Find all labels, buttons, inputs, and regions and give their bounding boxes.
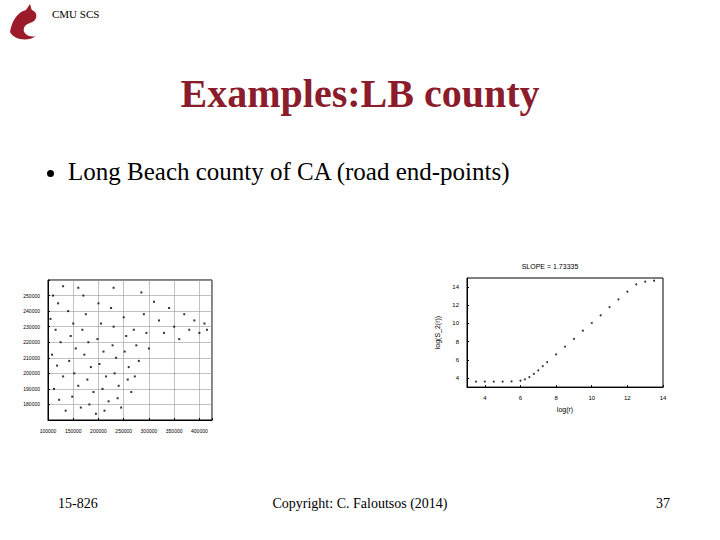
- svg-text:8: 8: [456, 339, 460, 345]
- svg-text:300000: 300000: [141, 428, 158, 434]
- svg-text:100000: 100000: [40, 428, 57, 434]
- svg-text:6: 6: [456, 357, 460, 363]
- svg-text:12: 12: [452, 302, 459, 308]
- svg-text:250000: 250000: [115, 428, 132, 434]
- svg-text:210000: 210000: [23, 355, 40, 361]
- svg-text:250000: 250000: [23, 293, 40, 299]
- svg-text:400000: 400000: [191, 428, 208, 434]
- svg-text:6: 6: [519, 395, 523, 401]
- svg-text:190000: 190000: [23, 386, 40, 392]
- svg-text:log(r): log(r): [557, 406, 573, 414]
- html-text:Long Beach county of CA (road: Long Beach county of CA (road end-points…: [68, 158, 510, 185]
- svg-text:200000: 200000: [23, 370, 40, 376]
- html-text:CMU SCS: CMU SCS: [52, 8, 100, 20]
- html-text:Examples:LB county: Examples:LB county: [180, 71, 540, 116]
- svg-text:12: 12: [624, 395, 631, 401]
- svg-text:220000: 220000: [23, 339, 40, 345]
- html-text:37: 37: [656, 496, 670, 511]
- svg-text:240000: 240000: [23, 308, 40, 314]
- svg-text:4: 4: [483, 395, 487, 401]
- svg-text:350000: 350000: [166, 428, 183, 434]
- svg-text:10: 10: [452, 320, 459, 326]
- svg-text:4: 4: [456, 375, 460, 381]
- html-text:15-826: 15-826: [58, 496, 98, 511]
- svg-text:8: 8: [554, 395, 558, 401]
- svg-text:200000: 200000: [90, 428, 107, 434]
- svg-text:SLOPE = 1.73335: SLOPE = 1.73335: [522, 263, 579, 270]
- svg-text:14: 14: [452, 284, 459, 290]
- html-text:Copyright: C. Faloutsos (2014): Copyright: C. Faloutsos (2014): [272, 496, 448, 511]
- svg-text:log(S_2(r)): log(S_2(r)): [434, 316, 442, 349]
- svg-text:10: 10: [588, 395, 595, 401]
- svg-text:180000: 180000: [23, 401, 40, 407]
- svg-text:230000: 230000: [23, 324, 40, 330]
- svg-text:14: 14: [660, 395, 667, 401]
- svg-text:150000: 150000: [65, 428, 82, 434]
